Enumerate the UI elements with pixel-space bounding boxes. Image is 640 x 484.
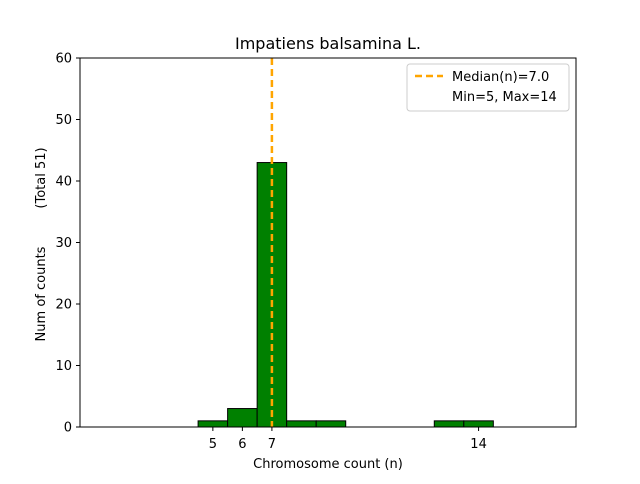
histogram-bar <box>286 420 317 428</box>
x-tick-label: 7 <box>268 437 276 452</box>
legend-median-label: Median(n)=7.0 <box>452 70 549 85</box>
legend-frame <box>406 63 570 112</box>
legend: Median(n)=7.0 Min=5, Max=14 <box>406 63 570 112</box>
plot-area-frame <box>79 57 577 428</box>
x-tick-label: 6 <box>238 437 246 452</box>
y-tick-label: 10 <box>55 359 72 374</box>
y-tick-label: 20 <box>55 298 72 313</box>
histogram-bar <box>315 420 347 428</box>
y-tick-label: 0 <box>64 421 72 436</box>
x-tick-label: 5 <box>209 437 217 452</box>
y-tick-label: 60 <box>55 52 72 67</box>
y-axis-label-group: Num of counts (Total 51) <box>34 147 49 341</box>
histogram-bar <box>197 420 229 428</box>
y-tick-label: 30 <box>55 236 72 251</box>
x-axis-label: Chromosome count (n) <box>253 457 403 472</box>
x-tick-label: 14 <box>470 437 487 452</box>
legend-range-label: Min=5, Max=14 <box>452 90 557 105</box>
y-axis-total-label: (Total 51) <box>34 147 49 208</box>
y-axis-ticks: 0 10 20 30 40 50 60 <box>55 52 80 436</box>
y-axis-label: Num of counts <box>34 246 49 341</box>
y-tick-label: 40 <box>55 175 72 190</box>
y-tick-label: 50 <box>55 113 72 128</box>
histogram-bar <box>463 420 494 428</box>
x-axis-ticks: 5 6 7 14 <box>209 427 487 452</box>
histogram-bar <box>433 420 465 428</box>
chart-title: Impatiens balsamina L. <box>235 34 421 53</box>
histogram-bar <box>227 408 258 428</box>
